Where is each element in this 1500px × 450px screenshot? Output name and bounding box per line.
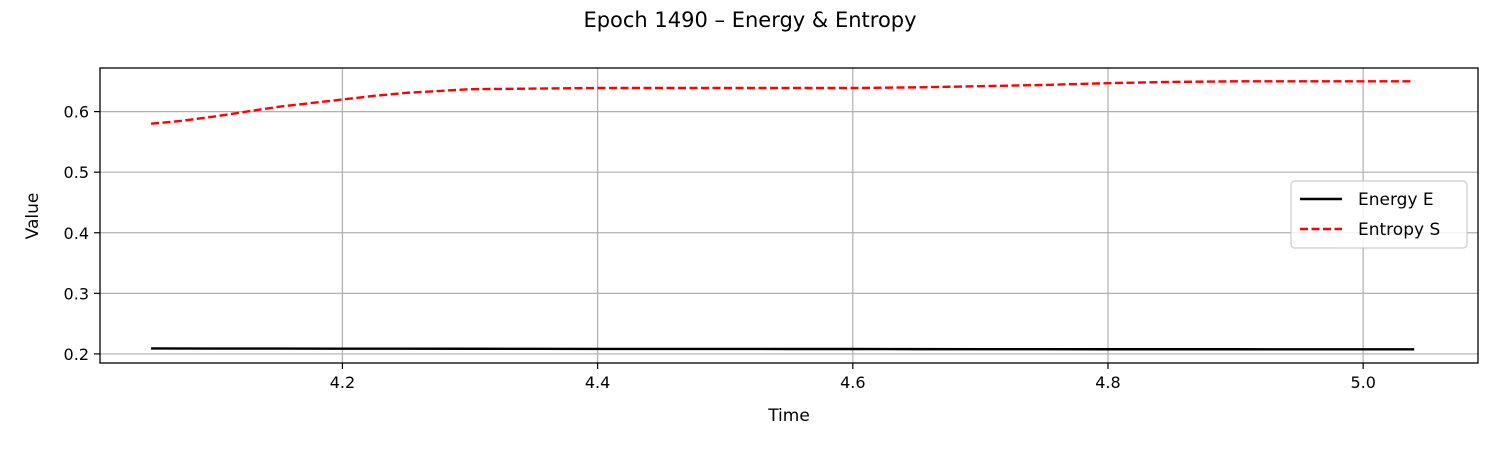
- x-tick-label: 4.8: [1095, 373, 1120, 392]
- series-line-energy: [151, 347, 1415, 351]
- x-axis-title: Time: [767, 406, 810, 426]
- series-lines: [150, 80, 1415, 351]
- y-tick-label: 0.2: [64, 345, 89, 364]
- legend-label: Energy E: [1358, 190, 1434, 210]
- y-tick-label: 0.6: [64, 103, 89, 122]
- x-tick-label: 4.2: [330, 373, 355, 392]
- axis-ticks: 4.2 4.4 4.6 4.8 5.0 0.2 0.3 0.4 0.5 0.6: [64, 103, 1376, 392]
- y-tick-label: 0.3: [64, 284, 89, 303]
- chart-title: Epoch 1490 – Energy & Entropy: [583, 8, 916, 32]
- legend: Energy E Entropy S: [1290, 180, 1468, 249]
- y-tick-label: 0.5: [64, 163, 89, 182]
- x-tick-label: 5.0: [1350, 373, 1375, 392]
- y-tick-label: 0.4: [64, 224, 89, 243]
- plot-frame: [99, 67, 1479, 364]
- y-axis-title: Value: [23, 193, 43, 240]
- x-tick-label: 4.4: [585, 373, 610, 392]
- series-line-entropy: [150, 80, 1415, 125]
- grid: [100, 68, 1478, 363]
- legend-label: Entropy S: [1358, 220, 1440, 240]
- x-tick-label: 4.6: [840, 373, 865, 392]
- legend-box: [1290, 180, 1468, 249]
